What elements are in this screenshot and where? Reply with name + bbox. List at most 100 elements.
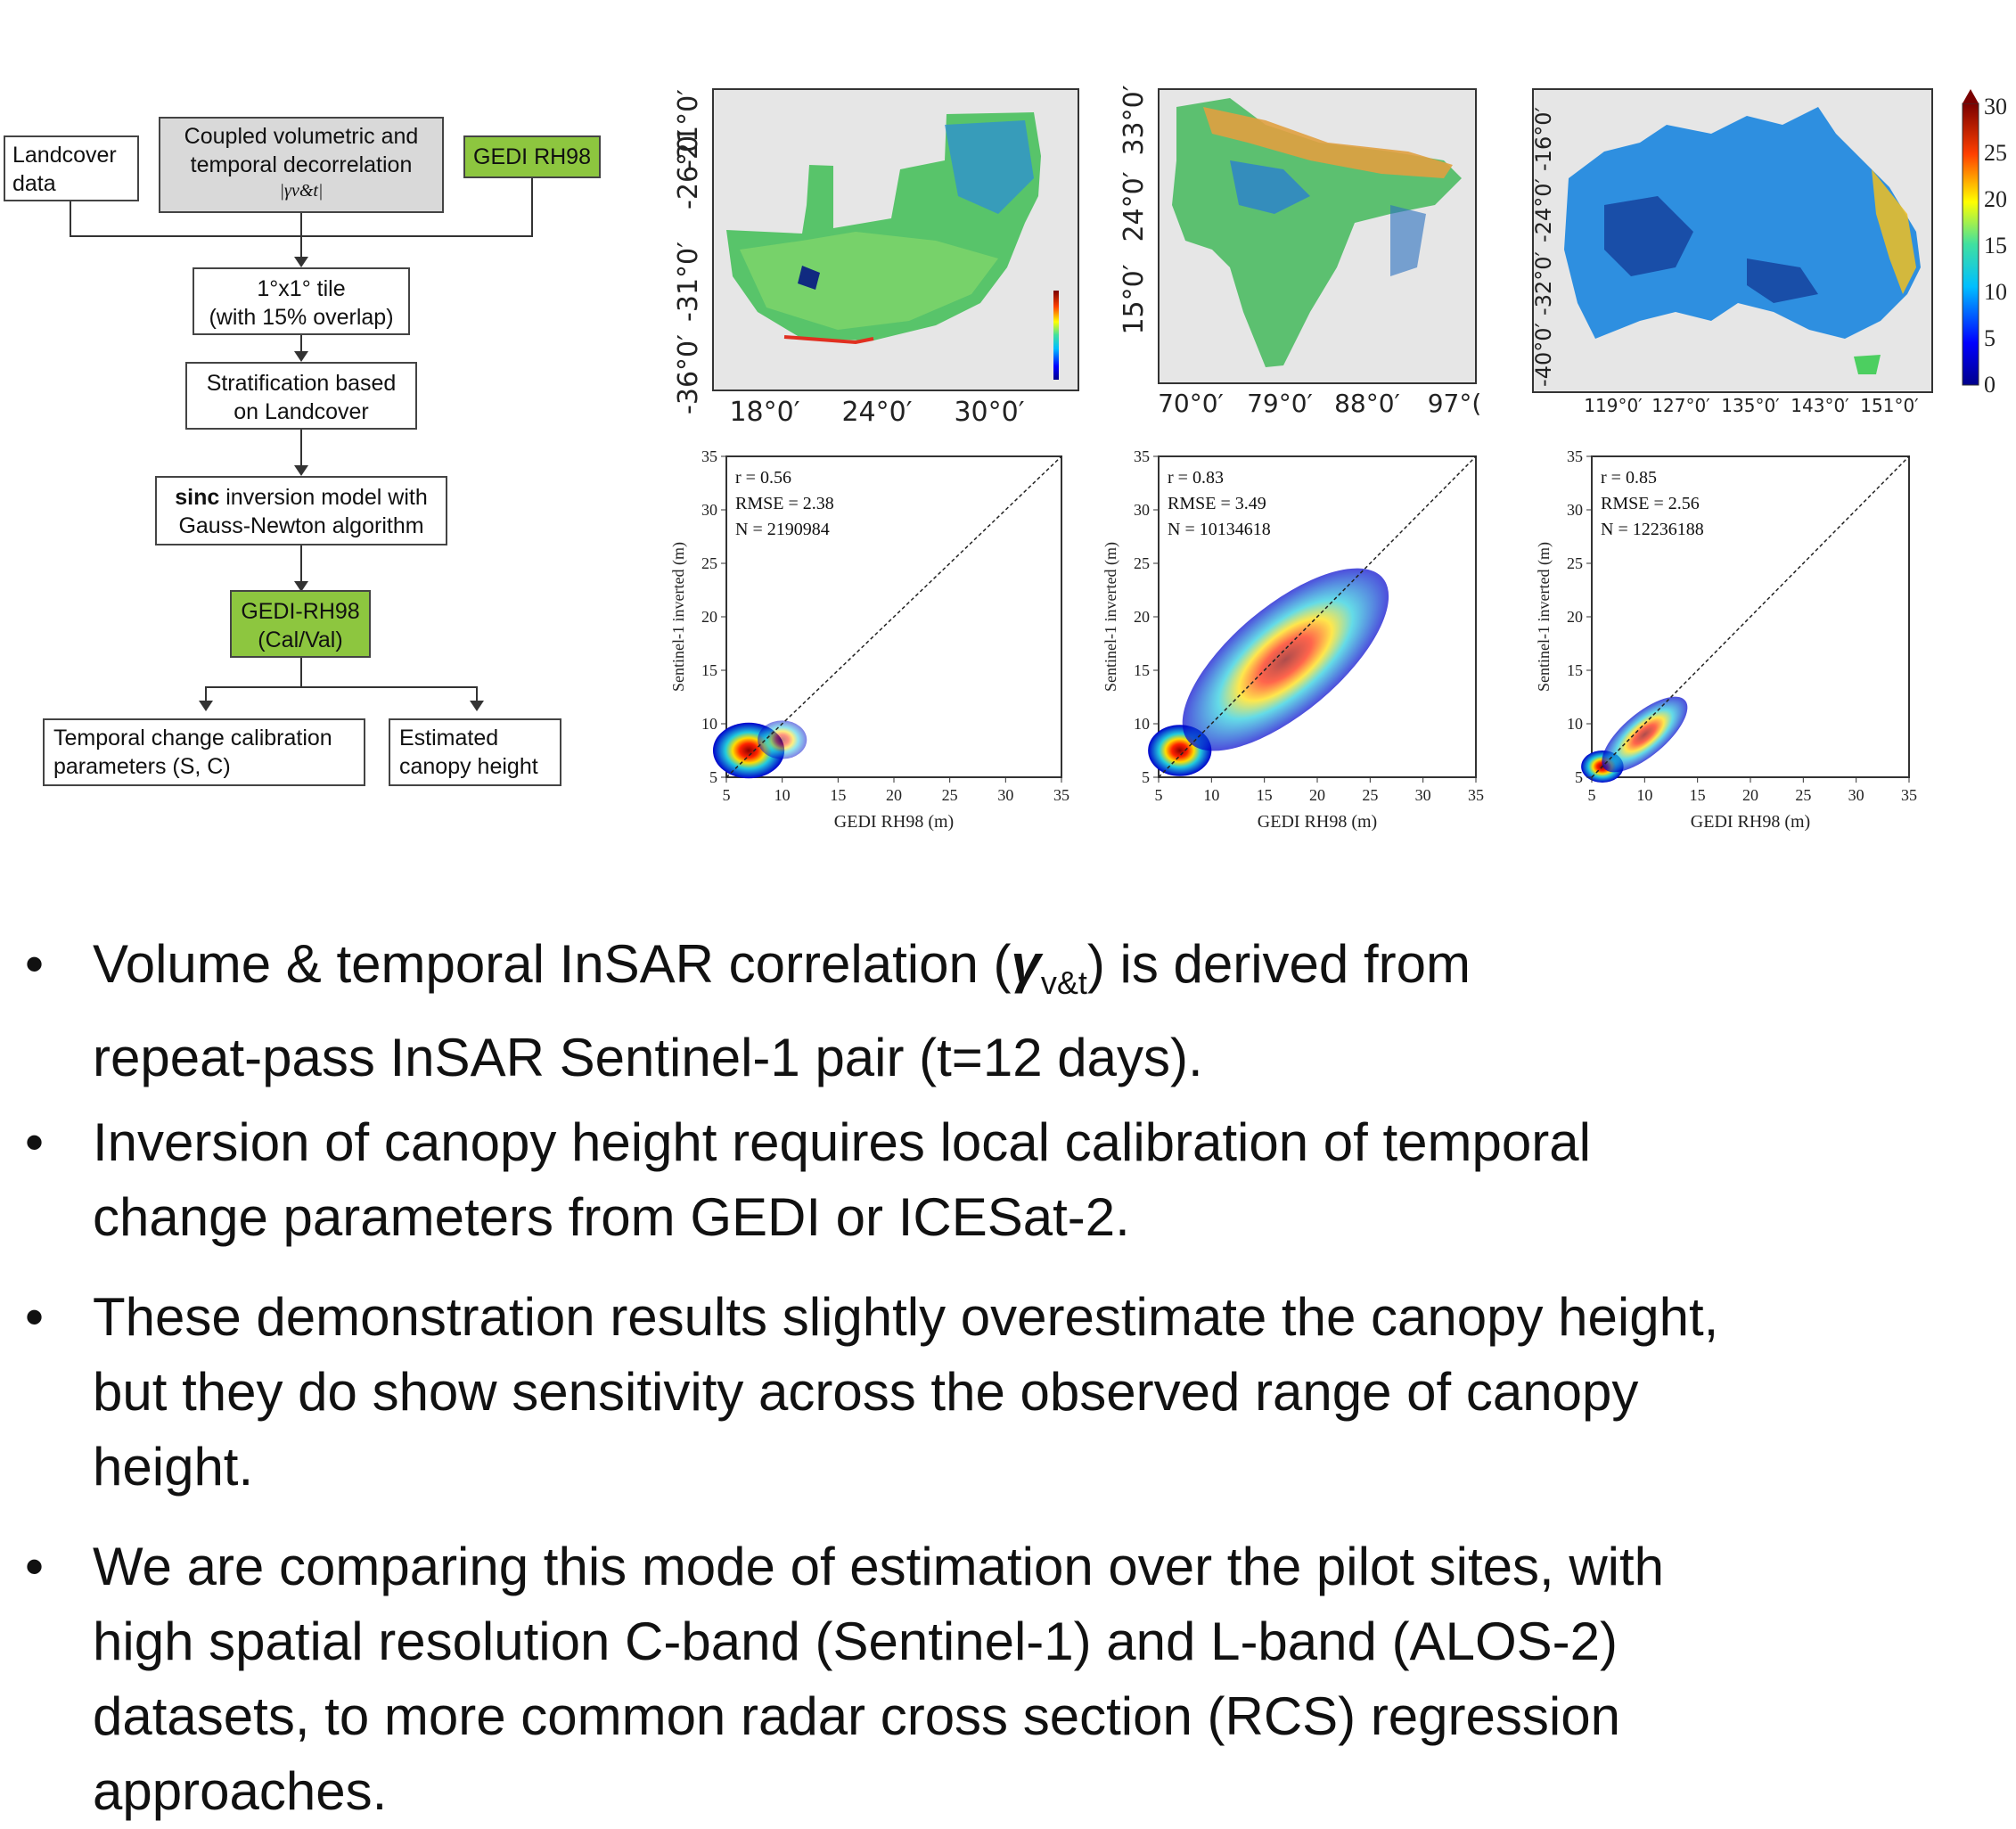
stat-rmse: RMSE = 2.38 [735, 494, 834, 513]
x-tick-label: 20 [1742, 786, 1758, 804]
estimated-line-1: Estimated [399, 726, 499, 750]
map1-ylabel-3: -36°0′ [673, 334, 704, 414]
coupled-line-2: temporal decorrelation [190, 152, 413, 177]
one-to-one-line [1158, 455, 1477, 778]
map3-ylabel-3: -40°0′ [1531, 323, 1556, 387]
map3-xlabel-0: 119°0′ [1584, 395, 1643, 416]
y-tick-label: 10 [1567, 715, 1583, 733]
map1-xlabel-1: 24°0′ [841, 397, 912, 428]
y-tick-label: 15 [701, 661, 717, 679]
bullet-2-line-2: change parameters from GEDI or ICESat-2. [93, 1187, 1130, 1247]
bullet-4-line-1: We are comparing this mode of estimation… [93, 1537, 1665, 1596]
bullet-4-line-2: high spatial resolution C-band (Sentinel… [93, 1612, 1618, 1671]
stratification-box: Stratification based on Landcover [185, 362, 417, 430]
y-tick-label: 25 [1134, 554, 1150, 572]
sinc-line-2: Gauss-Newton algorithm [178, 513, 424, 538]
bullet-dot: • [25, 1287, 45, 1347]
b1-sub: v&t [1040, 964, 1087, 1001]
x-tick-label: 25 [942, 786, 958, 804]
coupled-decorrelation-box: Coupled volumetric and temporal decorrel… [159, 117, 444, 213]
temporal-line-2: parameters (S, C) [53, 754, 231, 779]
cbar-tick-0: 0 [1984, 372, 1996, 398]
map1-ylabel-1: -26°0′ [673, 129, 704, 209]
x-tick-label: 30 [1415, 786, 1431, 804]
cbar-tick-30: 30 [1984, 94, 2007, 119]
y-tick-label: 5 [1142, 768, 1150, 786]
map-australia: -16°0′ -24°0′ -32°0′ -40°0′ 119°0′ 127°0… [1531, 88, 1933, 416]
stat-n: N = 10134618 [1168, 520, 1271, 539]
cbar-tick-25: 25 [1984, 140, 2007, 166]
y-axis-label: Sentinel-1 inverted (m) [1102, 542, 1120, 692]
gedi-rh98-box: GEDI RH98 [463, 135, 601, 178]
x-tick-label: 20 [1309, 786, 1325, 804]
y-tick-label: 10 [701, 715, 717, 733]
y-tick-label: 25 [701, 554, 717, 572]
x-tick-label: 35 [1053, 786, 1069, 804]
y-tick-label: 30 [701, 501, 717, 519]
map2-xlabel-2: 88°0′ [1334, 389, 1400, 418]
tile-line-2: (with 15% overlap) [209, 305, 394, 330]
scatter-plot-australia: 5 10 15 20 25 30 35 5 10 15 20 25 30 35 GEDI RH98 (m) S… [1535, 447, 1917, 832]
stat-n: N = 2190984 [735, 520, 830, 539]
density-cloud [1182, 568, 1389, 751]
y-tick-label: 35 [701, 447, 717, 465]
map3-ylabel-0: -16°0′ [1531, 107, 1556, 171]
x-axis-label: GEDI RH98 (m) [1258, 812, 1377, 832]
sinc-rest: inversion model with [219, 485, 428, 510]
y-tick-label: 20 [1134, 608, 1150, 626]
bullet-3-line-3: height. [93, 1437, 254, 1497]
bullet-dot: • [25, 934, 45, 994]
map3-xlabel-2: 135°0′ [1721, 395, 1780, 416]
tile-box: 1°x1° tile (with 15% overlap) [193, 267, 410, 335]
calval-line-2: (Cal/Val) [258, 627, 343, 652]
y-tick-label: 30 [1134, 501, 1150, 519]
density-cloud [758, 720, 807, 759]
strat-line-2: on Landcover [234, 399, 369, 424]
x-tick-label: 15 [1257, 786, 1273, 804]
y-tick-label: 35 [1567, 447, 1583, 465]
x-tick-label: 10 [1636, 786, 1652, 804]
cbar-tick-15: 15 [1984, 233, 2007, 258]
sinc-inversion-box: sinc inversion model with Gauss-Newton a… [155, 476, 447, 545]
calval-line-1: GEDI-RH98 [241, 599, 360, 624]
bullet-4-line-4: approaches. [93, 1761, 388, 1821]
x-tick-label: 15 [1690, 786, 1706, 804]
temporal-line-1: Temporal change calibration [53, 726, 332, 750]
x-tick-label: 5 [723, 786, 731, 804]
y-tick-label: 5 [709, 768, 717, 786]
one-to-one-line [725, 455, 1062, 778]
y-tick-label: 20 [701, 608, 717, 626]
x-tick-label: 35 [1468, 786, 1484, 804]
maps-panel: -21°0′ -26°0′ -31°0′ -36°0′ 18°0′ 24°0′ … [673, 85, 2007, 428]
map3-xlabel-1: 127°0′ [1651, 395, 1710, 416]
bullet-dot: • [25, 1537, 45, 1596]
map2-ylabel-1: 24°0′ [1119, 171, 1150, 242]
colorbar: 30 25 20 15 10 5 0 [1962, 89, 2007, 398]
landcover-label: Landcover data [12, 143, 117, 196]
y-tick-label: 15 [1134, 661, 1150, 679]
x-tick-label: 25 [1362, 786, 1378, 804]
bullet-1-line-1: Volume & temporal InSAR correlation (γv&… [93, 927, 2009, 1021]
map3-ylabel-2: -32°0′ [1531, 251, 1556, 316]
x-tick-label: 30 [1848, 786, 1864, 804]
map1-ylabel-2: -31°0′ [673, 242, 704, 322]
y-tick-label: 5 [1575, 768, 1583, 786]
sinc-line-1: sinc inversion model with [160, 483, 442, 512]
gedi-calval-box: GEDI-RH98 (Cal/Val) [230, 590, 371, 658]
x-axis-label: GEDI RH98 (m) [1691, 812, 1810, 832]
map1-xlabel-2: 30°0′ [954, 397, 1024, 428]
bullet-4-text: We are comparing this mode of estimation… [93, 1530, 2009, 1829]
map2-xlabel-0: 70°0′ [1158, 389, 1224, 418]
estimated-height-box: Estimated canopy height [389, 718, 561, 786]
stat-n: N = 12236188 [1601, 520, 1704, 539]
temporal-change-box: Temporal change calibration parameters (… [43, 718, 365, 786]
cbar-tick-10: 10 [1984, 279, 2007, 305]
map3-xlabel-3: 143°0′ [1791, 395, 1849, 416]
map1-xlabel-0: 18°0′ [729, 397, 799, 428]
stat-rmse: RMSE = 2.56 [1601, 494, 1700, 513]
x-tick-label: 15 [830, 786, 846, 804]
tile-line-1: 1°x1° tile [257, 276, 346, 301]
map2-xlabel-3: 97°( [1428, 389, 1482, 418]
bullet-2-text: Inversion of canopy height requires loca… [93, 1105, 2009, 1255]
bullet-3-line-2: but they do show sensitivity across the … [93, 1362, 1639, 1422]
